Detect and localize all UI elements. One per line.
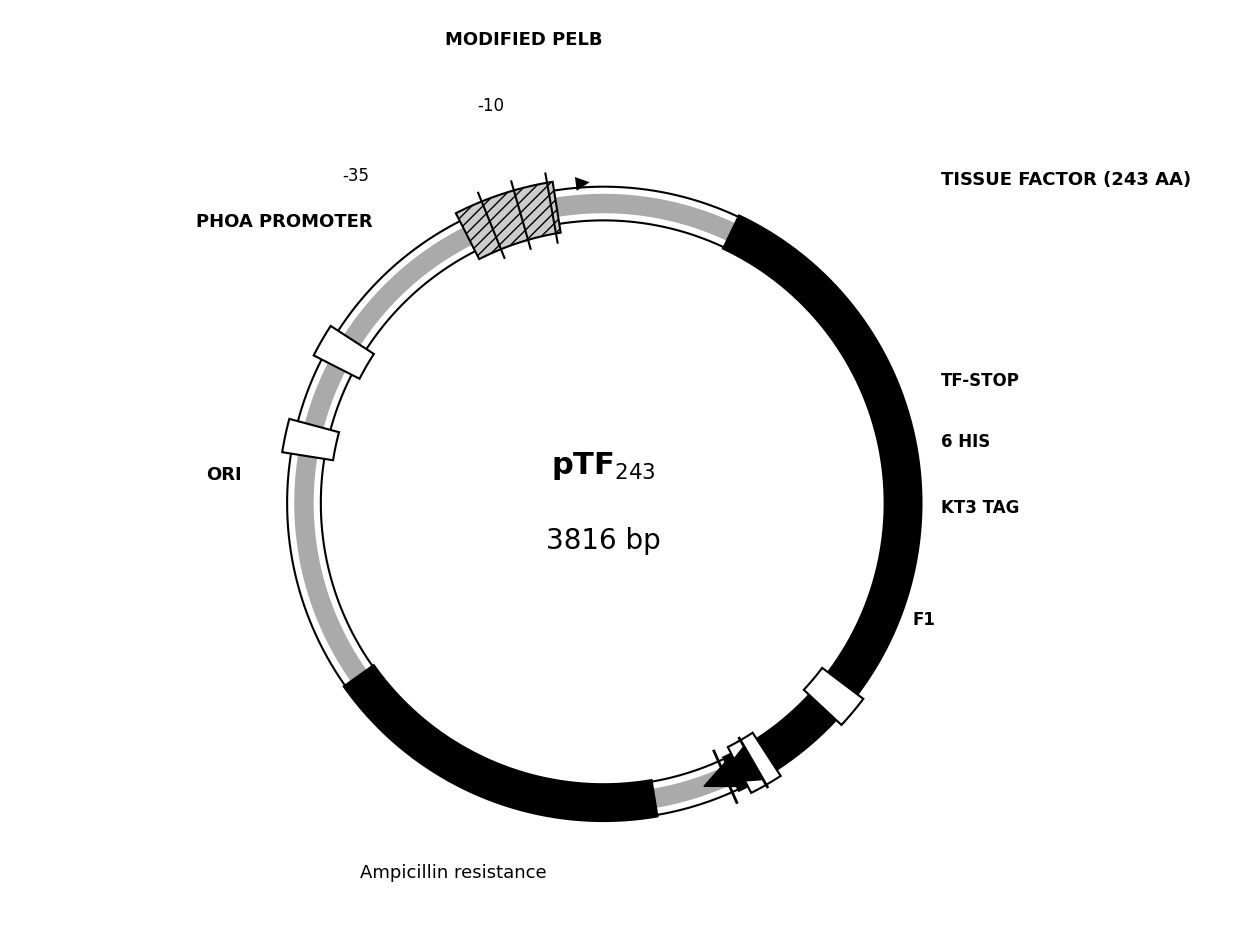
Polygon shape xyxy=(804,668,863,725)
Text: KT3 TAG: KT3 TAG xyxy=(940,499,1019,517)
Text: $\mathbf{pTF}_{243}$: $\mathbf{pTF}_{243}$ xyxy=(551,449,656,482)
Text: Ampicillin resistance: Ampicillin resistance xyxy=(360,864,547,882)
Polygon shape xyxy=(728,732,781,793)
Polygon shape xyxy=(283,419,339,460)
Text: 6 HIS: 6 HIS xyxy=(940,433,990,451)
Text: TISSUE FACTOR (243 AA): TISSUE FACTOR (243 AA) xyxy=(940,171,1190,189)
Text: -10: -10 xyxy=(477,97,505,115)
Text: ORI: ORI xyxy=(206,466,242,484)
Polygon shape xyxy=(314,326,374,379)
Text: F1: F1 xyxy=(913,611,935,629)
Text: MODIFIED PELB: MODIFIED PELB xyxy=(445,31,603,49)
Text: PHOA PROMOTER: PHOA PROMOTER xyxy=(196,213,373,231)
Polygon shape xyxy=(704,761,738,787)
Polygon shape xyxy=(456,181,560,259)
Text: -35: -35 xyxy=(342,167,370,185)
Text: TF-STOP: TF-STOP xyxy=(940,372,1019,390)
Text: 3816 bp: 3816 bp xyxy=(546,526,661,555)
Polygon shape xyxy=(715,747,761,783)
